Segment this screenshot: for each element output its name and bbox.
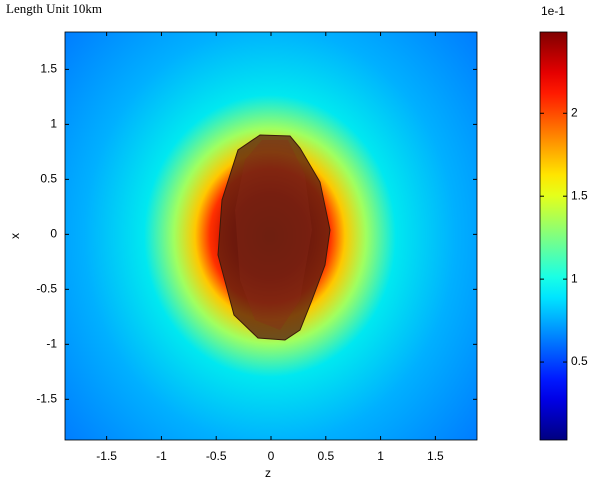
colorbar [539,31,568,441]
y-tick-label: -1 [46,336,57,350]
x-tick-label: 1.5 [427,449,444,463]
y-tick-label: 1 [50,117,57,131]
x-tick-label: -0.5 [206,449,227,463]
x-tick-label: 0 [268,449,275,463]
x-tick-label: -1 [156,449,167,463]
x-tick-label: -1.5 [96,449,117,463]
y-tick-label: -0.5 [36,282,57,296]
y-tick-label: -1.5 [36,391,57,405]
chart-title: Length Unit 10km [6,1,102,16]
colorbar-tick-label: 0.5 [571,354,588,368]
colorbar-tick-label: 1 [571,271,578,285]
y-axis-label: x [8,233,22,239]
body-shading [235,140,312,330]
x-tick-label: 1 [377,449,384,463]
colorbar-tick-label: 1.5 [571,188,588,202]
colorbar-scale-label: 1e-1 [541,4,565,18]
colorbar-tick-label: 2 [571,105,578,119]
body-shape [217,134,331,341]
y-tick-label: 0.5 [40,172,57,186]
x-axis-label: z [265,466,271,480]
x-tick-label: 0.5 [317,449,334,463]
y-tick-label: 0 [50,227,57,241]
y-tick-label: 1.5 [40,62,57,76]
